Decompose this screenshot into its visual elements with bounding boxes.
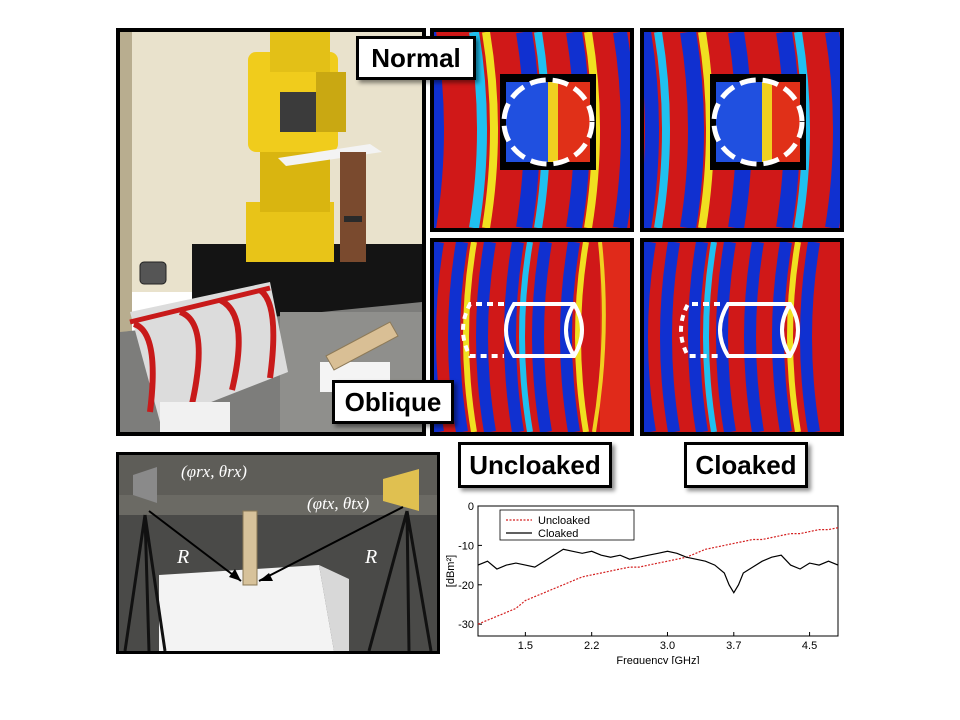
y-axis-label: [dBm²] [445, 555, 457, 587]
robot-arm-photo [116, 28, 426, 436]
robot-arm-illustration [120, 32, 422, 432]
legend-label: Uncloaked [538, 515, 590, 527]
measurement-setup-illustration: (φrx, θrx) (φtx, θtx) R R [119, 455, 437, 651]
legend-box [499, 509, 635, 541]
y-tick-label: -10 [458, 540, 474, 552]
field-wave-pattern [434, 242, 630, 432]
series-line-uncloaked [477, 527, 839, 625]
x-tick-label: 2.2 [584, 640, 599, 652]
r-right-label: R [364, 546, 377, 568]
label-cloaked: Cloaked [684, 442, 808, 488]
rcs-frequency-chart: 1.5 2.2 3.0 3.7 4.5 0 -10 -20 -30 Frequency [GHz… [445, 501, 839, 664]
legend-label: Cloaked [538, 528, 578, 540]
series-line-cloaked [477, 548, 839, 594]
rx-angle-label: (φrx, θrx) [181, 462, 247, 481]
plot-frame [477, 505, 839, 637]
x-tick-label: 3.7 [726, 640, 741, 652]
tx-angle-label: (φtx, θtx) [307, 494, 369, 513]
label-normal: Normal [356, 36, 476, 80]
field-wave-pattern [644, 242, 840, 432]
field-map-oblique-uncloaked [430, 238, 634, 436]
field-map-normal-cloaked [640, 28, 844, 232]
measurement-setup-photo: (φrx, θrx) (φtx, θtx) R R [116, 452, 440, 654]
field-map-oblique-cloaked [640, 238, 844, 436]
y-tick-label: -20 [458, 580, 474, 592]
x-tick-label: 1.5 [518, 640, 533, 652]
x-tick-label: 3.0 [660, 640, 675, 652]
y-tick-label: -30 [458, 619, 474, 631]
x-axis-label: Frequency [GHz] [616, 655, 699, 664]
x-tick-label: 4.5 [802, 640, 817, 652]
field-wave-pattern [644, 32, 840, 228]
label-uncloaked: Uncloaked [458, 442, 612, 488]
label-oblique: Oblique [332, 380, 454, 424]
r-left-label: R [176, 546, 189, 568]
y-tick-label: 0 [468, 501, 474, 513]
